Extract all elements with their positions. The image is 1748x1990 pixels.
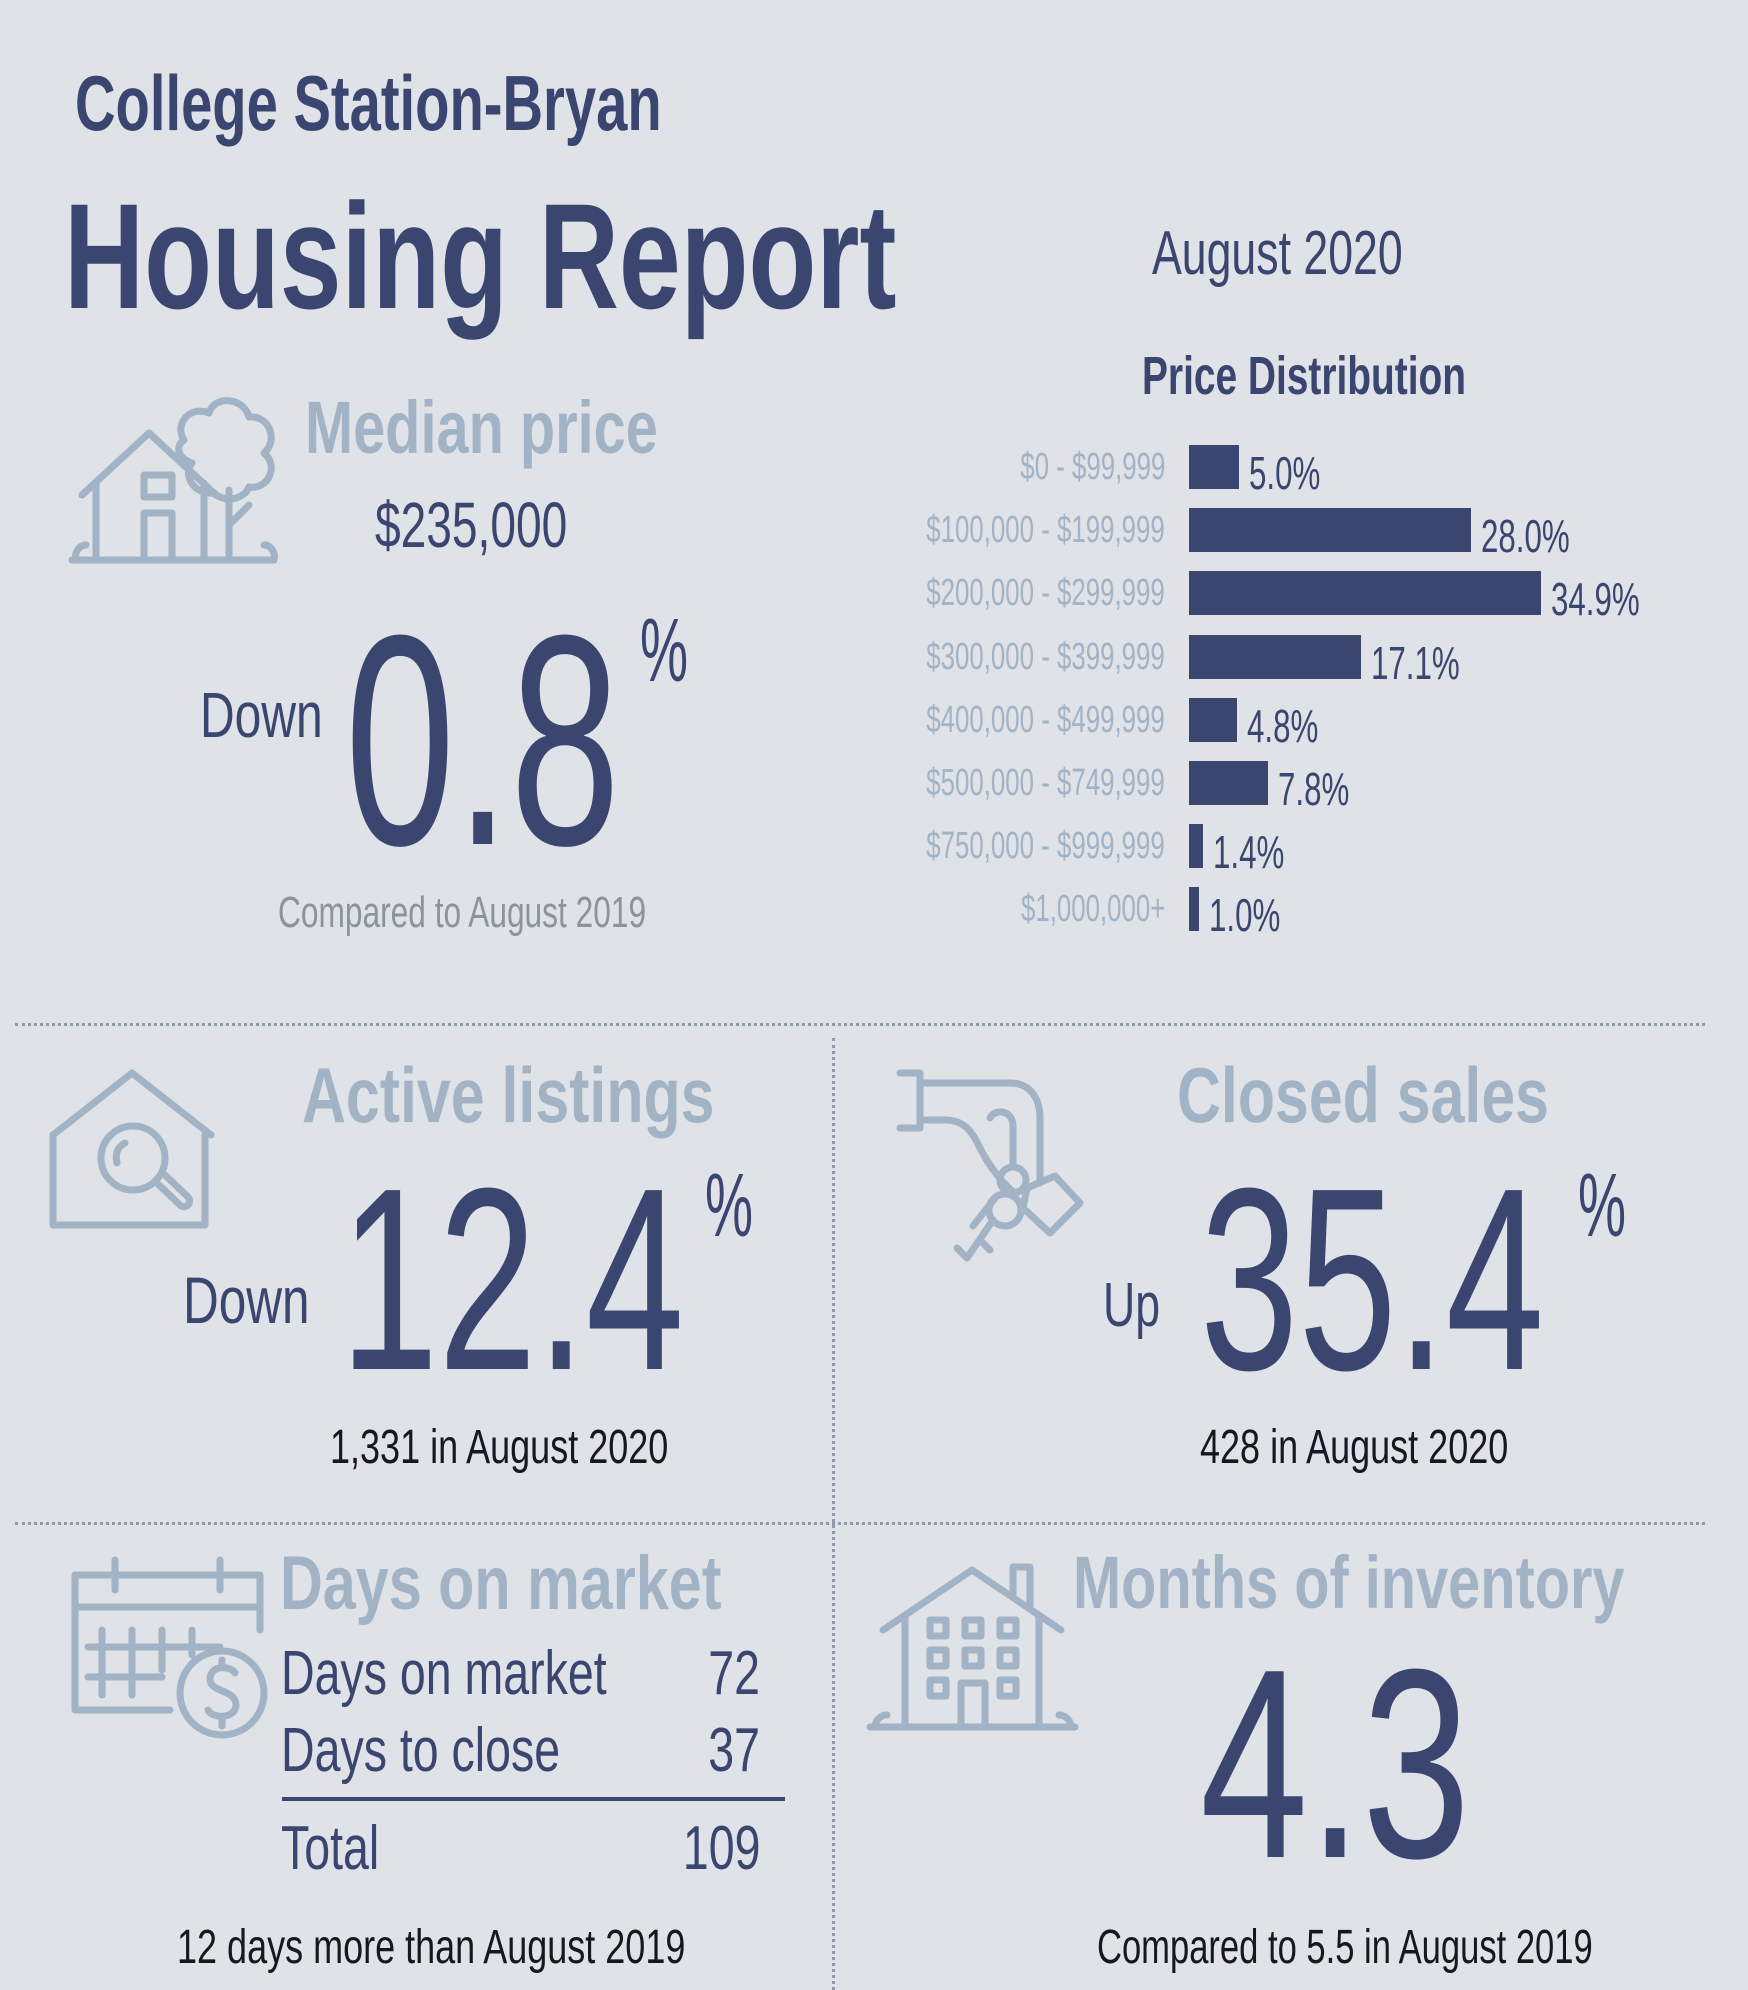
median-price-change: 0.8 (345, 572, 621, 908)
apartment-building-icon (866, 1563, 1079, 1731)
price-bar (1189, 761, 1268, 805)
section-divider-top (15, 1023, 1705, 1026)
closed-sales-change: 35.4 (1200, 1135, 1545, 1425)
active-listings-direction: Down (183, 1263, 310, 1337)
price-bar-category: $0 - $99,999 (1019, 446, 1165, 488)
months-inventory-label: Months of inventory (1073, 1541, 1625, 1624)
dom-row-value: 37 (708, 1716, 760, 1785)
closed-sales-percent-sign: % (1578, 1156, 1627, 1256)
price-bar-row: $100,000 - $199,999 28.0% (0, 505, 1748, 562)
days-on-market-comparison: 12 days more than August 2019 (177, 1921, 686, 1974)
closed-sales-label: Closed sales (1177, 1051, 1549, 1139)
price-bar-value: 28.0% (1481, 510, 1571, 563)
median-price-percent-sign: % (640, 601, 689, 701)
median-price-label: Median price (305, 386, 658, 469)
chart-title: Price Distribution (1142, 346, 1467, 406)
active-listings-label: Active listings (302, 1051, 715, 1139)
price-bar-row: $300,000 - $399,999 17.1% (0, 632, 1748, 689)
closed-sales-direction: Up (1103, 1271, 1161, 1340)
price-bar-value: 17.1% (1371, 636, 1461, 689)
months-inventory-value: 4.3 (1200, 1614, 1471, 1915)
price-bar-category: $200,000 - $299,999 (926, 572, 1165, 615)
active-listings-change: 12.4 (340, 1135, 685, 1425)
section-divider-vertical (832, 1038, 835, 1990)
calendar-dollar-icon (71, 1556, 268, 1739)
price-bar-row: $0 - $99,999 5.0% (0, 442, 1748, 499)
price-bar-value: 7.8% (1277, 763, 1349, 815)
price-bar-row: $1,000,000+ 1.0% (0, 884, 1748, 941)
house-tree-icon (68, 397, 278, 564)
price-bar (1189, 508, 1472, 553)
house-search-icon (49, 1069, 215, 1229)
dom-row-label: Days to close (281, 1716, 561, 1785)
price-bar-value: 1.0% (1209, 889, 1281, 942)
price-bar-row: $750,000 - $999,999 1.4% (0, 821, 1748, 878)
median-price-direction: Down (200, 679, 323, 751)
price-bar-category: $300,000 - $399,999 (926, 635, 1165, 678)
price-bar-category: $500,000 - $749,999 (926, 762, 1165, 804)
price-bar-category: $1,000,000+ (1020, 888, 1165, 931)
dom-total-value: 109 (682, 1814, 760, 1883)
price-bar-category: $750,000 - $999,999 (926, 825, 1165, 868)
median-price-value: $235,000 (375, 489, 568, 561)
price-bar (1189, 824, 1204, 869)
price-bar-value: 5.0% (1249, 447, 1321, 499)
price-bar-value: 1.4% (1213, 826, 1285, 879)
price-bar-row: $400,000 - $499,999 4.8% (0, 695, 1748, 752)
price-bar (1189, 571, 1541, 616)
closed-sales-count: 428 in August 2020 (1200, 1421, 1509, 1474)
hand-keys-icon (896, 1069, 1084, 1262)
price-bar (1189, 634, 1362, 679)
dom-row-label: Days on market (281, 1639, 607, 1708)
report-period: August 2020 (1152, 219, 1403, 288)
median-price-comparison: Compared to August 2019 (278, 888, 647, 937)
months-inventory-comparison: Compared to 5.5 in August 2019 (1097, 1921, 1593, 1974)
price-bar (1189, 445, 1240, 489)
price-bar-category: $400,000 - $499,999 (926, 698, 1165, 741)
dom-row-value: 72 (708, 1639, 760, 1708)
price-bar (1189, 887, 1200, 932)
price-bar-row: $500,000 - $749,999 7.8% (0, 758, 1748, 815)
dom-total-label: Total (281, 1814, 380, 1883)
price-bar-value: 4.8% (1247, 699, 1319, 752)
price-bar-category: $100,000 - $199,999 (926, 509, 1165, 552)
days-on-market-label: Days on market (280, 1541, 722, 1626)
report-subtitle: College Station-Bryan (75, 59, 662, 147)
total-rule (282, 1797, 785, 1801)
section-divider-middle (15, 1522, 1705, 1525)
price-bar-value: 34.9% (1551, 573, 1640, 626)
report-title: Housing Report (64, 172, 897, 340)
price-bar (1189, 697, 1238, 742)
active-listings-count: 1,331 in August 2020 (330, 1421, 669, 1474)
price-bar-row: $200,000 - $299,999 34.9% (0, 568, 1748, 625)
active-listings-percent-sign: % (705, 1156, 754, 1256)
